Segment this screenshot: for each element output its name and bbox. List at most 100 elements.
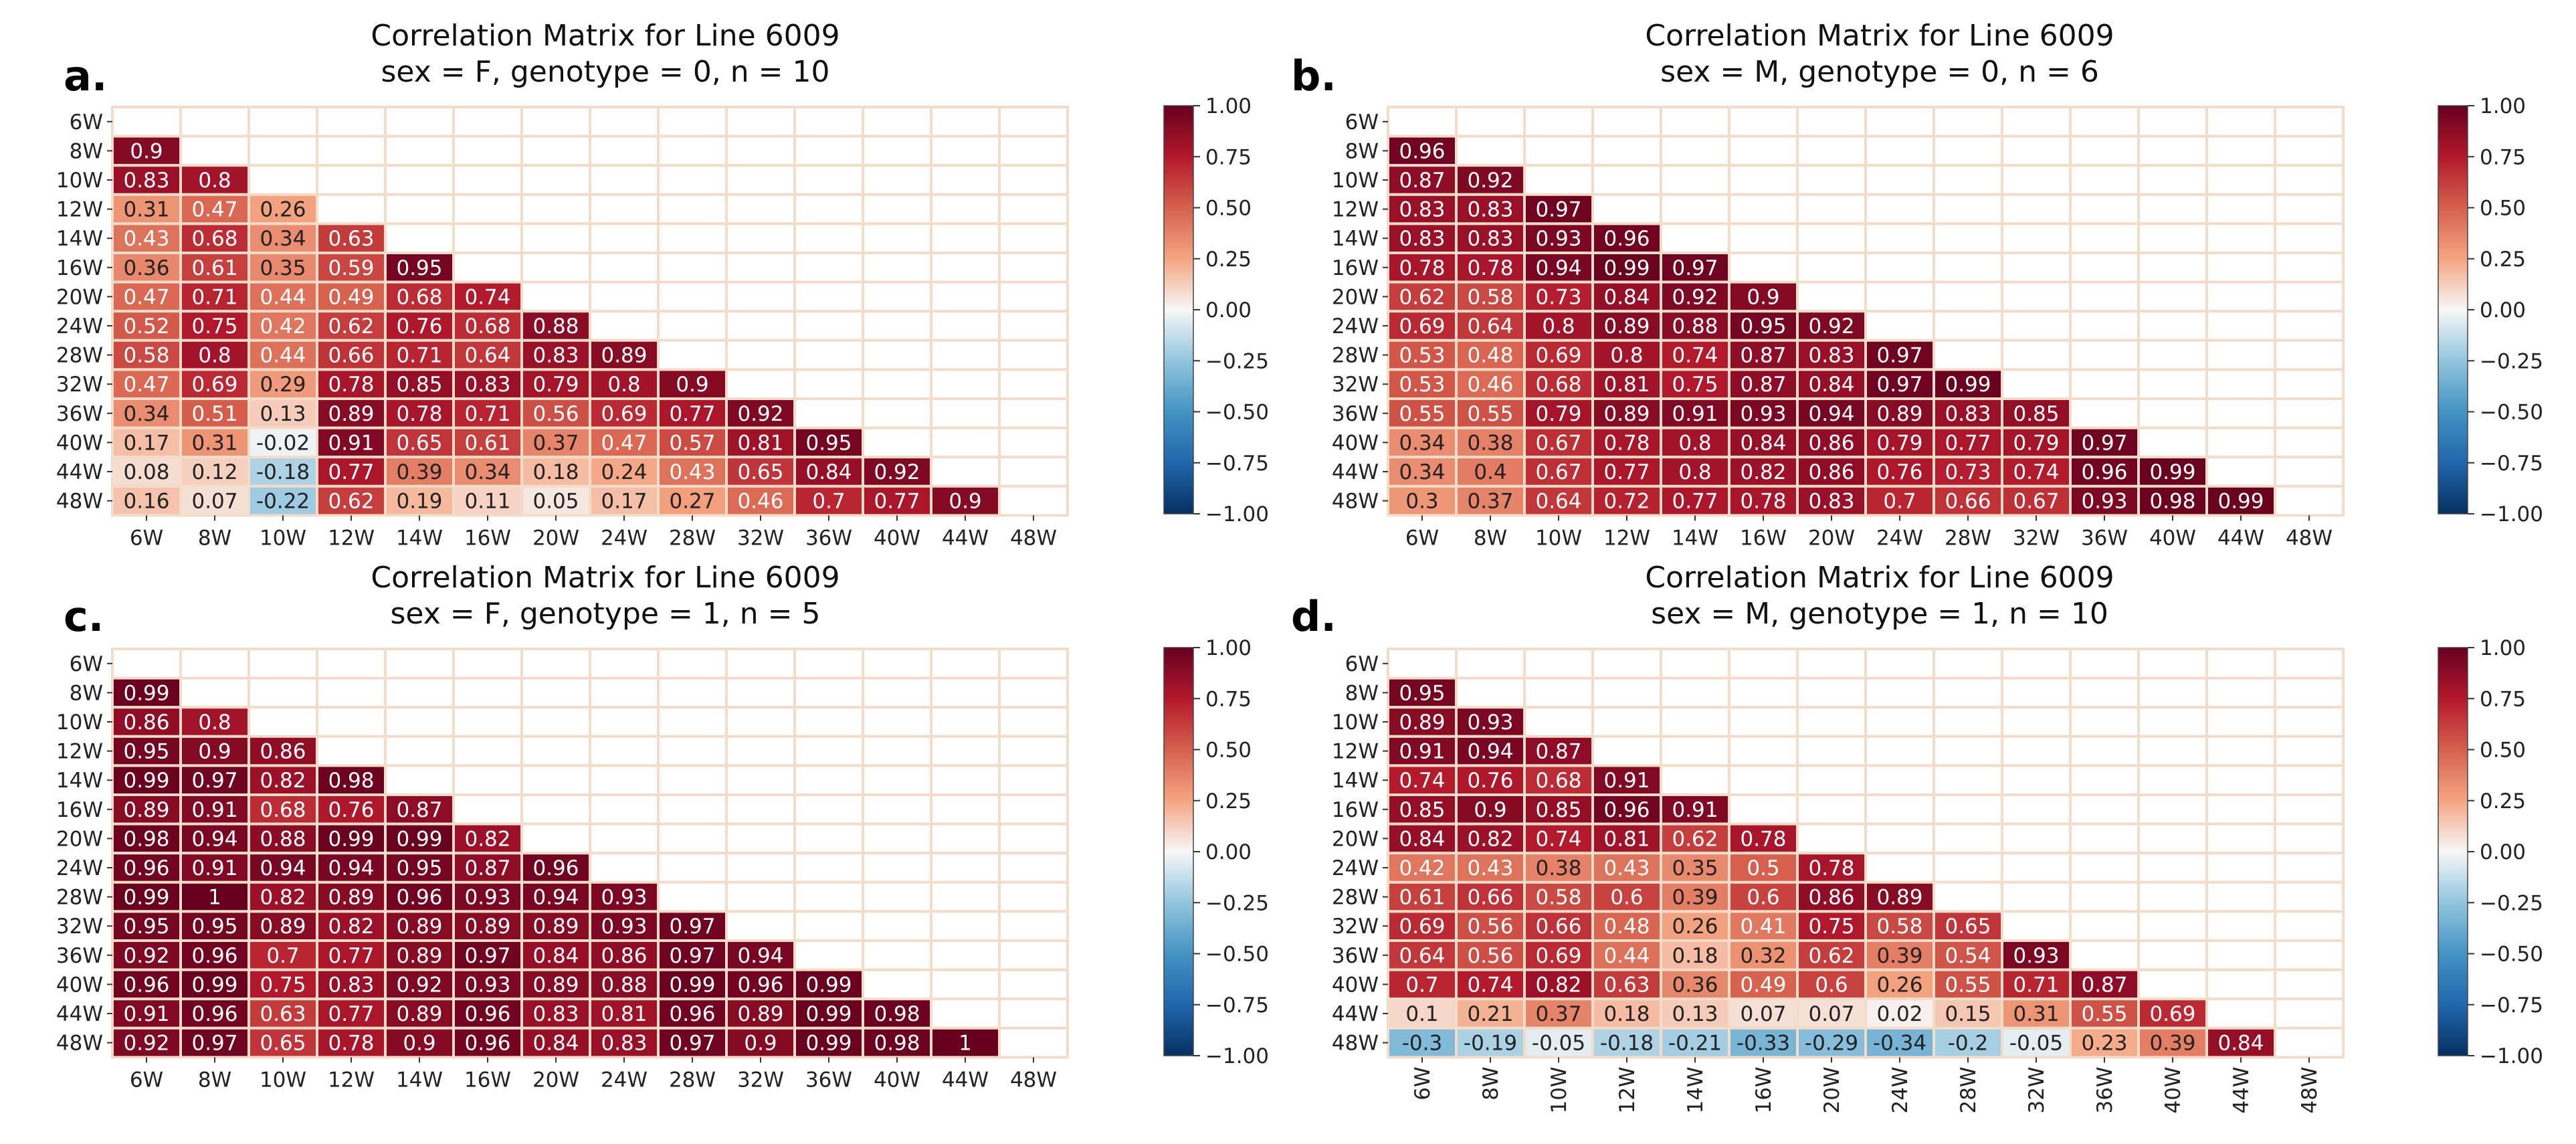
y-tick-label: 20W xyxy=(1332,827,1379,851)
x-tick-label: 44W xyxy=(2217,526,2264,550)
x-tick-label: 48W xyxy=(1010,526,1057,550)
y-tick-label: 20W xyxy=(56,285,103,309)
empty-cell xyxy=(384,735,455,767)
empty-cell xyxy=(657,134,728,167)
empty-cell xyxy=(2274,910,2345,943)
cell-value-label: 0.69 xyxy=(1399,314,1445,339)
empty-cell xyxy=(998,822,1069,855)
y-tick-label: 40W xyxy=(1332,973,1379,997)
x-tick-label: 28W xyxy=(1945,526,1991,550)
empty-cell xyxy=(1728,193,1799,225)
heatmap-cell xyxy=(452,426,523,459)
empty-cell xyxy=(1864,310,1935,342)
cell-value-label: 0.37 xyxy=(1467,490,1513,514)
x-tick-label: 24W xyxy=(601,1068,648,1092)
cell-value-label: 0.8 xyxy=(1678,431,1711,455)
cell-value-label: 0.66 xyxy=(328,344,374,368)
cell-value-label: 0.57 xyxy=(669,431,715,455)
empty-cell xyxy=(2001,252,2072,284)
empty-cell xyxy=(930,880,1001,913)
x-tick-label: 12W xyxy=(328,526,375,550)
colorbar-tick-label: −0.50 xyxy=(2480,401,2543,425)
empty-cell xyxy=(1796,822,1867,855)
empty-cell xyxy=(2001,222,2072,254)
heatmap-cell xyxy=(316,822,387,855)
empty-cell xyxy=(2001,793,2072,826)
empty-cell xyxy=(998,706,1069,738)
empty-cell xyxy=(520,164,591,196)
empty-cell xyxy=(2069,106,2140,138)
chart-title: Correlation Matrix for Line 6009 xyxy=(371,19,839,53)
x-tick-label: 36W xyxy=(805,1068,852,1092)
empty-cell xyxy=(2274,426,2345,459)
heatmap-cell xyxy=(1591,764,1662,797)
empty-cell xyxy=(657,222,728,254)
empty-cell xyxy=(2137,910,2208,943)
empty-cell xyxy=(998,997,1069,1030)
colorbar-tick-label: −0.25 xyxy=(1205,891,1269,915)
colorbar-tick-label: −0.25 xyxy=(1205,349,1269,373)
heatmap-cell xyxy=(247,339,318,371)
empty-cell xyxy=(2205,968,2276,1001)
cell-value-label: 0.83 xyxy=(123,169,169,193)
cell-value-label: 0.77 xyxy=(328,460,374,484)
empty-cell xyxy=(930,764,1001,797)
empty-cell xyxy=(998,939,1069,971)
cell-value-label: 0.94 xyxy=(1535,256,1581,280)
empty-cell xyxy=(862,880,932,913)
empty-cell xyxy=(520,193,591,225)
cell-value-label: 0.94 xyxy=(1467,740,1513,764)
empty-cell xyxy=(2137,939,2208,971)
colorbar-tick-label: −1.00 xyxy=(1205,502,1269,527)
empty-cell xyxy=(930,426,1001,459)
empty-cell xyxy=(1864,222,1935,254)
cell-value-label: 0.67 xyxy=(2013,490,2059,514)
empty-cell xyxy=(2205,368,2276,401)
cell-value-label: 0.35 xyxy=(260,256,306,280)
empty-cell xyxy=(793,397,864,430)
colorbar-tick-label: −0.75 xyxy=(1205,993,1269,1018)
empty-cell xyxy=(2069,368,2140,401)
empty-cell xyxy=(2001,164,2072,196)
empty-cell xyxy=(657,648,728,680)
heatmap-cell xyxy=(1455,1026,1526,1059)
empty-cell xyxy=(179,134,250,167)
heatmap-cell xyxy=(1523,310,1594,342)
heatmap-cell xyxy=(1728,484,1799,517)
empty-cell xyxy=(2205,648,2276,680)
empty-cell xyxy=(657,764,728,797)
cell-value-label: 0.9 xyxy=(744,1032,777,1056)
cell-value-label: 0.51 xyxy=(191,402,237,426)
cell-value-label: 0.48 xyxy=(1603,915,1650,939)
empty-cell xyxy=(1728,764,1799,797)
cell-value-label: 0.69 xyxy=(1399,915,1445,939)
cell-value-label: 0.21 xyxy=(1467,1002,1513,1026)
y-tick-label: 12W xyxy=(1332,740,1379,764)
empty-cell xyxy=(1728,793,1799,826)
cell-value-label: 0.84 xyxy=(532,1032,579,1056)
cell-value-label: 0.12 xyxy=(191,460,237,484)
cell-value-label: 0.65 xyxy=(1945,915,1991,939)
heatmap-cell xyxy=(930,1026,1001,1059)
heatmap-cell xyxy=(247,484,318,517)
y-tick-label: 24W xyxy=(56,314,103,339)
cell-value-label: 0.46 xyxy=(737,490,783,514)
empty-cell xyxy=(2274,676,2345,709)
y-tick-label: 32W xyxy=(1332,373,1379,397)
cell-value-label: 0.56 xyxy=(532,402,579,426)
x-tick-label: 44W xyxy=(942,1068,989,1092)
heatmap-cell xyxy=(1523,222,1594,254)
cell-value-label: 0.8 xyxy=(198,710,231,735)
empty-cell xyxy=(520,280,591,313)
heatmap-cell xyxy=(1591,793,1662,826)
empty-cell xyxy=(1864,164,1935,196)
empty-cell xyxy=(998,676,1069,709)
cell-value-label: 0.97 xyxy=(2081,431,2127,455)
x-tick-label: 40W xyxy=(2149,526,2196,550)
y-tick-label: 36W xyxy=(56,402,103,426)
empty-cell xyxy=(930,456,1001,488)
empty-cell xyxy=(2274,164,2345,196)
cell-value-label: 0.9 xyxy=(198,740,231,764)
empty-cell xyxy=(930,397,1001,430)
